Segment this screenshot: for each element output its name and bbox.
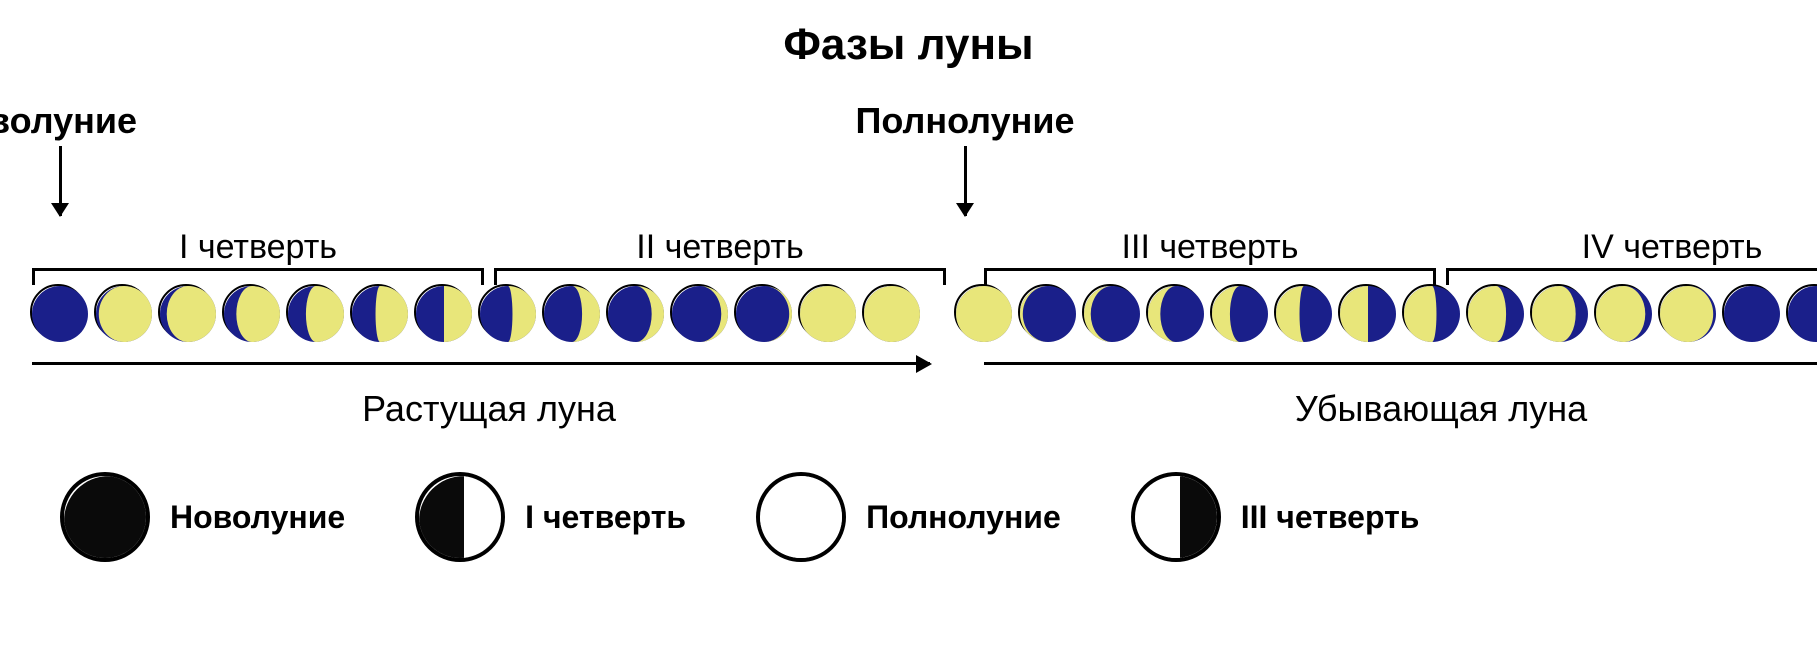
bottom-arrow-row: [30, 352, 1787, 382]
diagram-title: Фазы луны: [30, 20, 1787, 70]
moon-phase-icon: [1658, 284, 1714, 340]
moon-phase-icon: [542, 284, 598, 340]
quarter-bracket: [32, 268, 484, 282]
moon-phase-icon: [222, 284, 278, 340]
moon-phase-icon: [798, 284, 854, 340]
moon-phase-icon: [30, 284, 86, 340]
legend-label: Полнолуние: [866, 499, 1061, 536]
moon-phase-icon: [862, 284, 918, 340]
bottom-label-row: Растущая лунаУбывающая луна: [30, 382, 1787, 432]
growth-arrow-icon: [984, 362, 1817, 365]
moon-phase-icon: [1082, 284, 1138, 340]
full-moon-callout: Полнолуние: [845, 100, 1085, 216]
moon-phase-icon: [1402, 284, 1458, 340]
moons-row: [30, 284, 1787, 340]
moon-phase-icon: [734, 284, 790, 340]
moon-phase-icon: [1146, 284, 1202, 340]
moon-phase-icon: [414, 284, 470, 340]
quarter-bracket: [1446, 268, 1817, 282]
quarter-label: IV четверть: [1446, 228, 1817, 267]
legend-new-icon: [60, 472, 150, 562]
callout-row: НоволуниеПолнолуние: [30, 100, 1787, 228]
moon-phase-icon: [158, 284, 214, 340]
moon-phase-icon: [670, 284, 726, 340]
legend: Новолуние I четверть Полнолуние III четверт…: [30, 472, 1787, 562]
moon-phase-icon: [1338, 284, 1394, 340]
quarter-brackets: I четвертьII четвертьIII четвертьIV четв…: [30, 228, 1787, 284]
legend-label: III четверть: [1241, 499, 1420, 536]
moon-phase-icon: [286, 284, 342, 340]
full-moon-label: Полнолуние: [845, 100, 1085, 142]
phases-diagram: НоволуниеПолнолуние I четверть II четверт…: [30, 100, 1787, 432]
new-moon-label: Новолуние: [0, 100, 180, 142]
legend-label: Новолуние: [170, 499, 345, 536]
new-moon-callout: Новолуние: [0, 100, 180, 216]
legend-item-new: Новолуние: [60, 472, 345, 562]
quarter-label: III четверть: [984, 228, 1436, 267]
moon-phase-icon: [1274, 284, 1330, 340]
moon-phase-icon: [94, 284, 150, 340]
legend-q1-icon: [415, 472, 505, 562]
moon-phase-icon: [1594, 284, 1650, 340]
moon-phase-icon: [606, 284, 662, 340]
quarter-bracket: [984, 268, 1436, 282]
arrow-down-icon: [59, 146, 62, 216]
growth-label: Убывающая луна: [984, 388, 1817, 430]
legend-item-full: Полнолуние: [756, 472, 1061, 562]
legend-q3-icon: [1131, 472, 1221, 562]
legend-label: I четверть: [525, 499, 686, 536]
moon-phase-icon: [478, 284, 534, 340]
moon-phase-icon: [1530, 284, 1586, 340]
growth-label: Растущая луна: [32, 388, 946, 430]
arrow-down-icon: [964, 146, 967, 216]
moon-phase-icon: [1786, 284, 1817, 340]
moon-phase-icon: [1210, 284, 1266, 340]
quarter-bracket: [494, 268, 946, 282]
quarter-label: I четверть: [32, 228, 484, 267]
moon-phase-icon: [1722, 284, 1778, 340]
legend-item-q3: III четверть: [1131, 472, 1420, 562]
growth-arrow-icon: [32, 362, 930, 365]
moon-phase-icon: [954, 284, 1010, 340]
legend-full-icon: [756, 472, 846, 562]
moon-phase-icon: [350, 284, 406, 340]
quarter-label: II четверть: [494, 228, 946, 267]
legend-item-q1: I четверть: [415, 472, 686, 562]
moon-phase-icon: [1018, 284, 1074, 340]
moon-phase-icon: [1466, 284, 1522, 340]
